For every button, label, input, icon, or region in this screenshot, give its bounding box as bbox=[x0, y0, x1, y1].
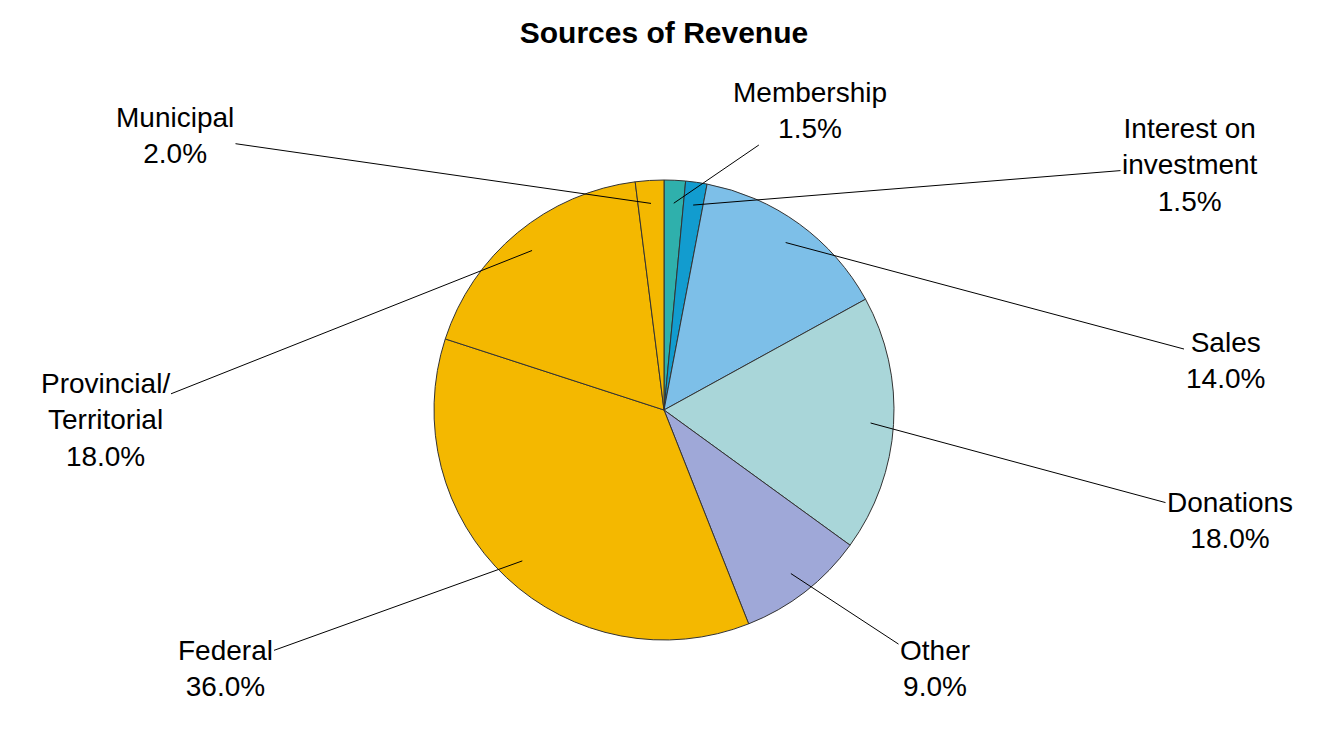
svg-text:Donations18.0%: Donations18.0% bbox=[1167, 487, 1293, 554]
svg-text:Other9.0%: Other9.0% bbox=[900, 635, 970, 702]
svg-text:Federal36.0%: Federal36.0% bbox=[178, 635, 273, 702]
svg-text:Membership1.5%: Membership1.5% bbox=[733, 77, 887, 144]
svg-text:Sales14.0%: Sales14.0% bbox=[1186, 327, 1265, 394]
svg-text:Provincial/Territorial18.0%: Provincial/Territorial18.0% bbox=[41, 368, 170, 472]
svg-text:Interest oninvestment1.5%: Interest oninvestment1.5% bbox=[1122, 113, 1258, 217]
svg-text:Municipal2.0%: Municipal2.0% bbox=[116, 102, 234, 169]
svg-text:Sources of Revenue: Sources of Revenue bbox=[520, 16, 808, 49]
